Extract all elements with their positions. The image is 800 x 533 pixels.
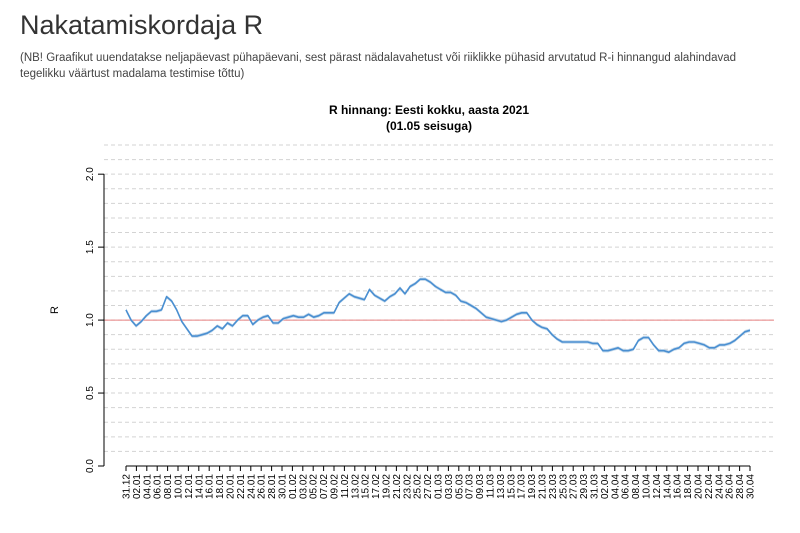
x-tick-label: 20.04 — [694, 474, 705, 499]
x-tick-label: 28.04 — [735, 474, 746, 499]
x-tick-label: 31.12 — [122, 474, 133, 499]
x-tick-label: 15.03 — [506, 474, 517, 499]
x-tick-label: 12.01 — [184, 474, 195, 499]
x-tick-label: 17.03 — [517, 474, 528, 499]
x-tick-label: 23.03 — [548, 474, 559, 499]
x-tick-label: 25.03 — [558, 474, 569, 499]
x-tick-label: 02.04 — [600, 474, 611, 499]
x-tick-label: 29.03 — [579, 474, 590, 499]
x-tick-label: 18.01 — [215, 474, 226, 499]
x-tick-label: 26.01 — [257, 474, 268, 499]
x-tick-label: 25.02 — [413, 474, 424, 499]
x-tick-label: 20.01 — [226, 474, 237, 499]
x-tick-label: 08.04 — [631, 474, 642, 499]
x-tick-label: 10.04 — [642, 474, 653, 499]
y-axis-label: R — [49, 306, 61, 314]
grid-lines — [104, 144, 774, 452]
x-tick-label: 07.03 — [465, 474, 476, 499]
x-tick-label: 15.02 — [361, 474, 372, 499]
y-tick-label: 2.0 — [85, 167, 96, 181]
x-tick-label: 04.04 — [610, 474, 621, 499]
x-tick-label: 24.01 — [246, 474, 257, 499]
x-tick-label: 12.04 — [652, 474, 663, 499]
x-tick-label: 01.03 — [434, 474, 445, 499]
x-tick-label: 27.03 — [569, 474, 580, 499]
x-tick-label: 08.01 — [163, 474, 174, 499]
x-tick-label: 16.04 — [673, 474, 684, 499]
x-tick-label: 11.02 — [340, 474, 351, 499]
y-tick-label: 1.5 — [85, 240, 96, 254]
x-tick-label: 06.01 — [153, 474, 164, 499]
x-tick-label: 14.04 — [662, 474, 673, 499]
x-tick-label: 18.04 — [683, 474, 694, 499]
x-tick-label: 27.02 — [423, 474, 434, 499]
x-tick-label: 17.02 — [371, 474, 382, 499]
x-tick-label: 22.04 — [704, 474, 715, 499]
x-tick-label: 30.01 — [278, 474, 289, 499]
y-tick-label: 0.0 — [85, 459, 96, 473]
x-tick-label: 23.02 — [402, 474, 413, 499]
x-tick-label: 21.02 — [392, 474, 403, 499]
x-tick-label: 26.04 — [725, 474, 736, 499]
x-tick-label: 01.02 — [288, 474, 299, 499]
axes: 0.0 0.5 1.0 1.5 2.0 31.12 02.01 04.01 06.01 08.01… — [85, 167, 757, 499]
y-tick-label: 0.5 — [85, 386, 96, 400]
x-tick-label: 03.03 — [444, 474, 455, 499]
x-tick-label: 21.03 — [538, 474, 549, 499]
x-tick-label: 16.01 — [205, 474, 216, 499]
x-tick-label: 03.02 — [298, 474, 309, 499]
x-tick-label: 07.02 — [319, 474, 330, 499]
x-tick-label: 05.03 — [454, 474, 465, 499]
chart-title: R hinnang: Eesti kokku, aasta 2021 — [329, 103, 529, 117]
r-series-line — [125, 278, 751, 353]
x-tick-label: 13.03 — [496, 474, 507, 499]
x-tick-label: 11.03 — [486, 474, 497, 499]
x-tick-label: 04.01 — [142, 474, 153, 499]
x-tick-label: 14.01 — [194, 474, 205, 499]
x-tick-label: 31.03 — [590, 474, 601, 499]
x-tick-label: 13.02 — [350, 474, 361, 499]
x-tick-label: 02.01 — [132, 474, 143, 499]
y-tick-label: 1.0 — [85, 313, 96, 327]
x-tick-label: 10.01 — [174, 474, 185, 499]
x-tick-label: 24.04 — [714, 474, 725, 499]
chart-subtitle: (01.05 seisuga) — [386, 119, 472, 133]
x-tick-label: 22.01 — [236, 474, 247, 499]
confidence-band — [126, 277, 750, 354]
series-group — [125, 277, 751, 354]
x-tick-label: 19.03 — [527, 474, 538, 499]
x-tick-label: 09.03 — [475, 474, 486, 499]
x-tick-label: 09.02 — [330, 474, 341, 499]
x-tick-label: 30.04 — [746, 474, 757, 499]
x-tick-label: 06.04 — [621, 474, 632, 499]
x-tick-label: 28.01 — [267, 474, 278, 499]
update-note: (NB! Graafikut uuendatakse neljapäevast … — [20, 52, 737, 80]
page-title: Nakatamiskordaja R — [20, 10, 264, 40]
x-tick-label: 19.02 — [382, 474, 393, 499]
x-tick-label: 05.02 — [309, 474, 320, 499]
